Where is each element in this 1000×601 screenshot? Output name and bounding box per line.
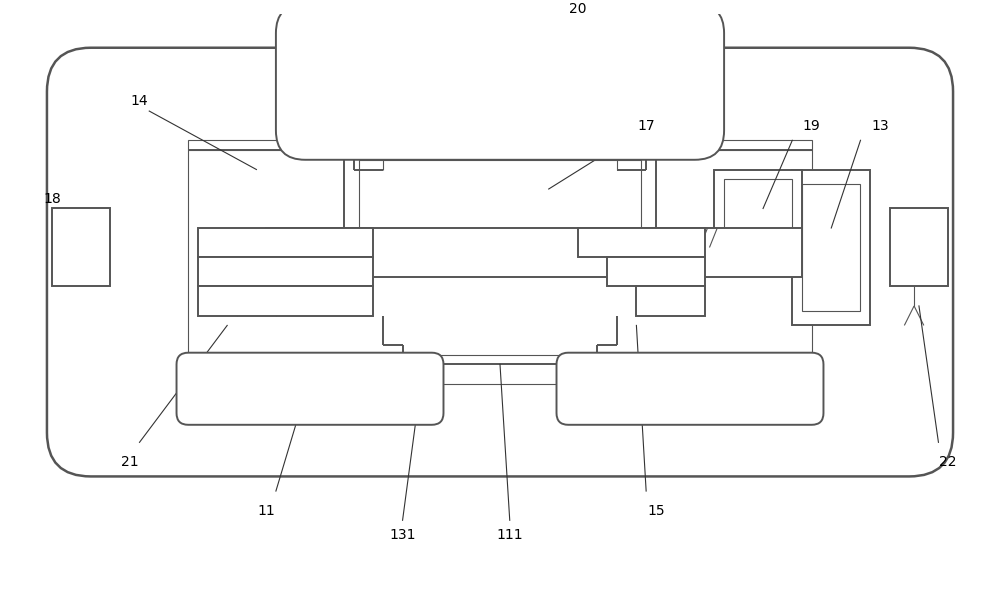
Bar (344, 150, 656, 248)
Text: 20: 20 (569, 2, 587, 16)
Bar (198, 287, 373, 316)
Text: 111: 111 (496, 528, 523, 542)
Text: 18: 18 (43, 192, 61, 206)
Bar (66, 223, 96, 276)
Bar (588, 374, 792, 403)
Text: 14: 14 (131, 94, 148, 108)
Bar (899, 223, 929, 276)
FancyBboxPatch shape (276, 4, 724, 160)
Text: 17: 17 (637, 118, 655, 133)
Bar (724, 179, 792, 257)
Bar (714, 169, 802, 267)
Text: 15: 15 (647, 504, 665, 517)
Text: 21: 21 (121, 455, 139, 469)
Bar (792, 169, 870, 325)
FancyBboxPatch shape (47, 47, 953, 477)
Text: 22: 22 (939, 455, 957, 469)
Text: 13: 13 (871, 118, 889, 133)
FancyBboxPatch shape (177, 353, 443, 425)
Bar (208, 374, 412, 403)
Text: 11: 11 (257, 504, 275, 517)
Bar (802, 184, 860, 311)
Bar (359, 160, 641, 233)
Bar (188, 140, 812, 384)
Bar (890, 209, 948, 287)
Bar (198, 228, 373, 257)
Bar (198, 257, 373, 287)
Bar (636, 287, 705, 316)
FancyBboxPatch shape (557, 353, 823, 425)
Bar (266, 228, 802, 276)
Text: 19: 19 (803, 118, 821, 133)
Bar (607, 257, 705, 287)
Bar (71, 243, 86, 262)
Bar (52, 209, 110, 287)
Text: 131: 131 (389, 528, 416, 542)
Bar (578, 228, 705, 257)
Bar (909, 243, 924, 262)
